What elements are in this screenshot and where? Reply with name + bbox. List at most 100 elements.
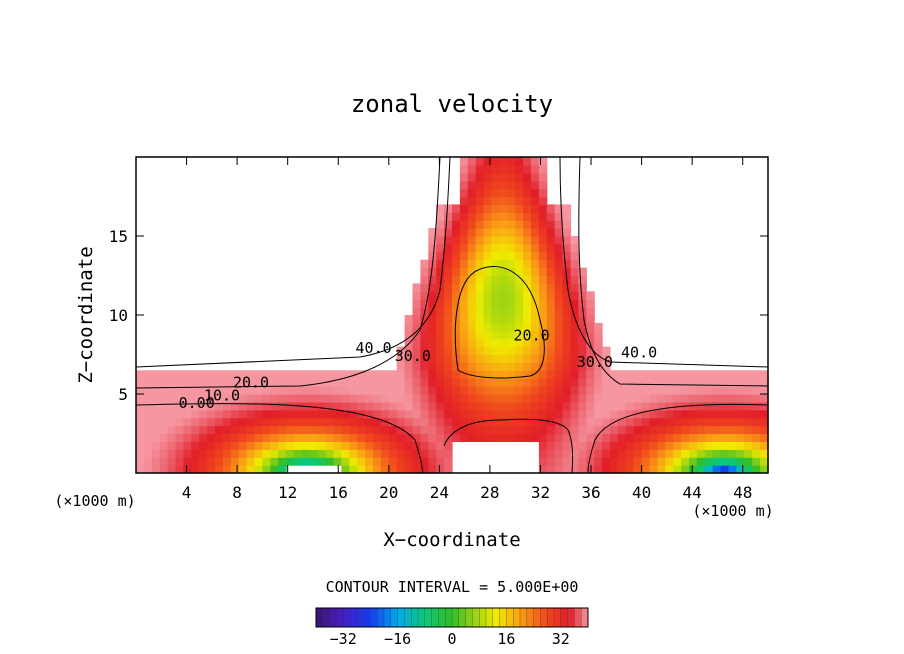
field-cell [728, 449, 737, 458]
field-cell [404, 338, 414, 348]
field-cell [538, 259, 548, 269]
field-cell [491, 354, 500, 363]
field-cell [444, 409, 453, 419]
field-cell [633, 457, 643, 466]
field-cell [270, 386, 279, 395]
field-cell [752, 425, 761, 435]
field-cell [554, 417, 564, 427]
field-cell [143, 465, 153, 474]
field-cell [404, 425, 414, 435]
field-cell [294, 457, 303, 466]
field-cell [570, 465, 579, 474]
field-cell [641, 433, 651, 442]
field-cell [531, 251, 540, 261]
field-cell [554, 465, 564, 474]
field-cell [578, 267, 587, 277]
field-cell [696, 433, 706, 442]
field-cell [459, 172, 469, 182]
field-cell [649, 441, 658, 450]
field-cell [491, 338, 500, 348]
field-cell [436, 378, 445, 387]
field-cell [183, 425, 192, 435]
field-cell [649, 394, 658, 403]
field-cell [760, 401, 769, 411]
field-cell [491, 315, 500, 324]
field-cell [278, 370, 287, 379]
field-cell [562, 243, 572, 253]
field-cell [491, 204, 500, 213]
field-cell [262, 425, 271, 435]
field-cell [483, 228, 493, 237]
field-cell [491, 212, 500, 221]
field-cell [452, 236, 461, 245]
field-cell [689, 417, 698, 427]
field-cell [309, 386, 319, 395]
field-cell [475, 180, 485, 190]
field-cell [467, 433, 477, 442]
field-cell [420, 386, 429, 395]
field-cell [143, 394, 153, 403]
field-cell [452, 362, 461, 371]
field-cell [365, 449, 374, 458]
field-cell [136, 425, 145, 435]
field-cell [238, 441, 248, 450]
field-cell [546, 307, 556, 316]
field-cell [570, 236, 579, 245]
field-cell [696, 417, 706, 427]
field-cell [475, 315, 485, 324]
field-cell [531, 354, 540, 363]
field-cell [546, 291, 556, 300]
field-cell [301, 378, 311, 387]
field-cell [491, 362, 500, 371]
field-cell [578, 291, 587, 300]
field-cell [594, 409, 603, 419]
field-cell [444, 441, 453, 450]
field-cell [657, 409, 666, 419]
field-cell [523, 370, 532, 379]
field-cell [483, 354, 493, 363]
field-cell [444, 236, 453, 245]
field-cell [507, 283, 516, 292]
colorbar: −32 −16 0 16 32 [315, 607, 589, 648]
field-cell [215, 433, 224, 442]
field-cell [365, 441, 374, 450]
field-cell [404, 449, 414, 458]
field-cell [483, 394, 493, 403]
field-cell [341, 409, 350, 419]
field-cell [562, 354, 572, 363]
field-cell [412, 401, 421, 411]
field-cell [309, 425, 319, 435]
field-cell [191, 394, 200, 403]
field-cell [412, 457, 421, 466]
y-tick-label: 15 [109, 227, 128, 246]
field-cell [270, 465, 279, 474]
x-unit-right: (×1000 m) [692, 502, 773, 520]
field-cell [491, 164, 500, 174]
field-cell [649, 425, 658, 435]
field-cell [404, 378, 414, 387]
field-cell [523, 354, 532, 363]
field-cell [333, 449, 342, 458]
field-cell [515, 188, 524, 198]
field-cell [507, 362, 516, 371]
field-cell [467, 212, 477, 221]
field-cell [491, 291, 500, 300]
field-cell [325, 409, 335, 419]
field-cell [428, 322, 437, 332]
colorbar-swatch [479, 607, 487, 628]
field-cell [515, 243, 524, 253]
field-cell [491, 228, 500, 237]
field-cell [515, 362, 524, 371]
field-cell [167, 401, 177, 411]
field-cell [246, 457, 256, 466]
field-cell [546, 449, 556, 458]
field-cell [459, 417, 469, 427]
field-cell [696, 409, 706, 419]
field-cell [436, 433, 445, 442]
field-cell [507, 291, 516, 300]
field-cell [467, 362, 477, 371]
field-cell [491, 196, 500, 205]
field-cell [578, 417, 587, 427]
field-cell [515, 180, 524, 190]
field-cell [175, 370, 184, 379]
